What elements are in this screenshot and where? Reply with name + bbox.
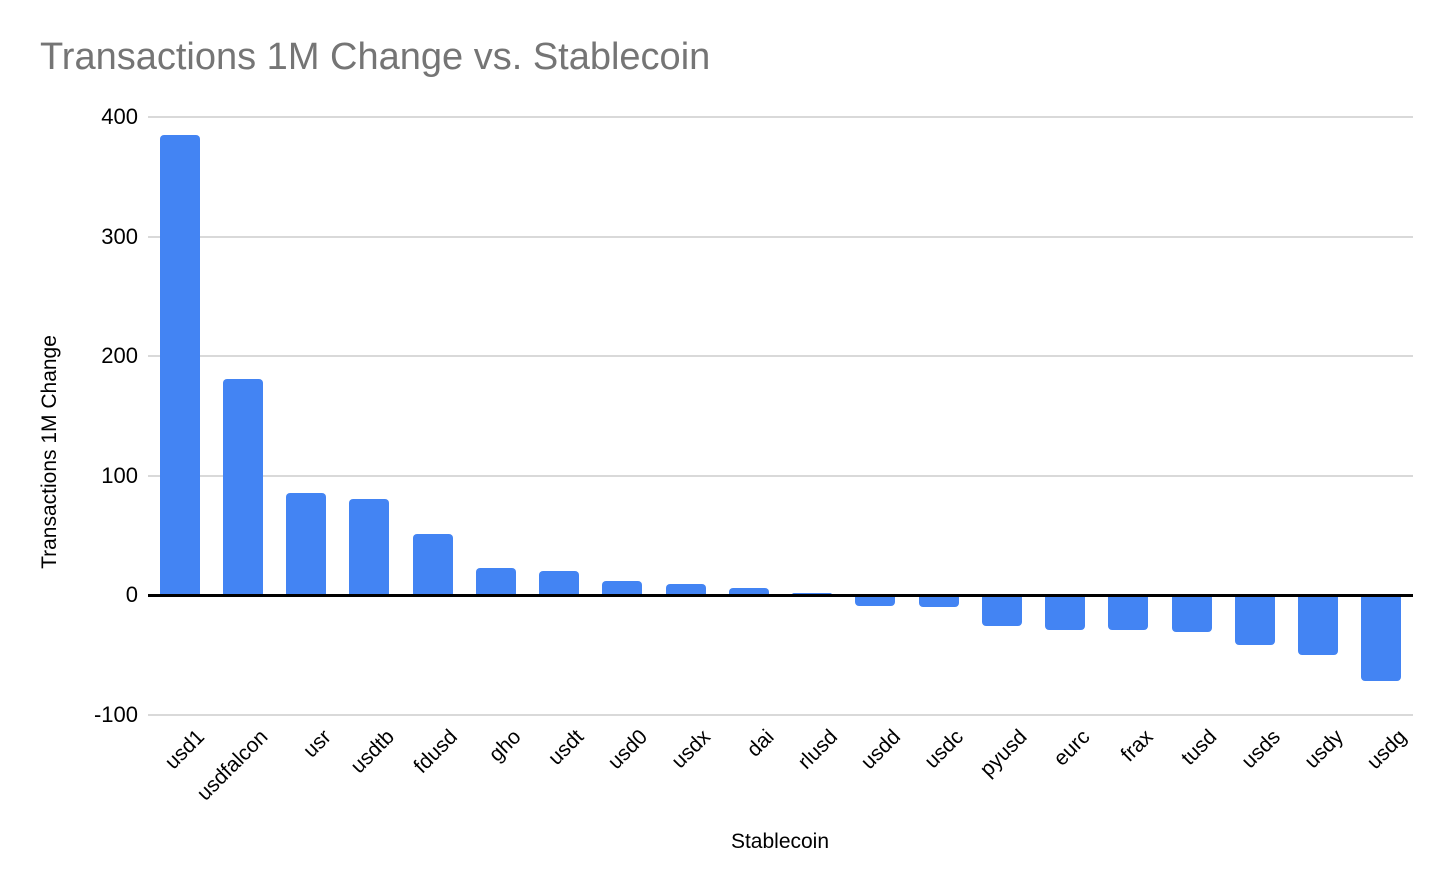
- bar-eurc: [1045, 595, 1086, 630]
- bar-usdc: [918, 595, 959, 607]
- x-tick-label-fdusd: fdusd: [409, 725, 463, 778]
- y-axis-title: Transactions 1M Change: [38, 335, 61, 569]
- bar-fdusd: [412, 534, 453, 595]
- bar-tusd: [1171, 595, 1212, 633]
- x-tick-label-usdd: usdd: [856, 725, 905, 774]
- gridline-200: [148, 355, 1413, 357]
- gridline-100: [148, 474, 1413, 477]
- x-tick-label-usd1: usd1: [160, 725, 210, 774]
- bar-usdt: [539, 571, 580, 595]
- bar-usdd: [855, 595, 896, 606]
- gridline-400: [148, 116, 1413, 118]
- x-tick-label-tusd: tusd: [1176, 725, 1222, 770]
- bar-usdx: [665, 584, 706, 595]
- x-tick-label-usdg: usdg: [1362, 725, 1411, 774]
- x-tick-label-gho: gho: [484, 725, 526, 767]
- bar-gho: [475, 567, 516, 595]
- y-tick-label-100: 100: [101, 462, 138, 488]
- y-tick-label-0: 0: [125, 582, 138, 607]
- bar-usd0: [602, 580, 643, 595]
- y-tick-label-200: 200: [101, 343, 138, 368]
- bar-usr: [286, 493, 327, 595]
- x-tick-label-rlusd: rlusd: [793, 725, 842, 774]
- x-tick-label-pyusd: pyusd: [975, 725, 1032, 782]
- x-tick-label-usdc: usdc: [920, 725, 969, 773]
- x-tick-label-eurc: eurc: [1049, 725, 1095, 771]
- bar-frax: [1108, 595, 1149, 630]
- x-tick-label-usr: usr: [298, 725, 336, 763]
- y-tick-label-400: 400: [101, 104, 138, 129]
- x-tick-label-dai: dai: [742, 725, 779, 762]
- y-tick-label--100: -100: [93, 701, 138, 727]
- bar-usdy: [1298, 595, 1339, 655]
- chart-title: Transactions 1M Change vs. Stablecoin: [40, 36, 711, 78]
- bar-pyusd: [981, 595, 1022, 627]
- bar-usdg: [1361, 595, 1402, 682]
- zero-axis-line: [148, 593, 1413, 597]
- x-tick-label-usds: usds: [1236, 725, 1285, 773]
- x-tick-label-usdt: usdt: [544, 725, 589, 770]
- bar-usdtb: [349, 499, 390, 595]
- x-tick-label-usdtb: usdtb: [346, 725, 399, 778]
- gridline--100: [148, 713, 1413, 716]
- bar-usd1: [159, 134, 200, 595]
- x-tick-label-usd0: usd0: [603, 725, 652, 774]
- x-tick-label-usdx: usdx: [667, 725, 716, 773]
- x-tick-label-usdy: usdy: [1300, 725, 1348, 773]
- bar-usdfalcon: [222, 378, 263, 595]
- gridline-300: [148, 235, 1413, 238]
- bar-dai: [728, 587, 769, 595]
- y-tick-label-300: 300: [101, 223, 138, 249]
- x-tick-label-frax: frax: [1116, 725, 1158, 767]
- x-axis-title: Stablecoin: [730, 830, 830, 853]
- bar-usds: [1234, 595, 1275, 646]
